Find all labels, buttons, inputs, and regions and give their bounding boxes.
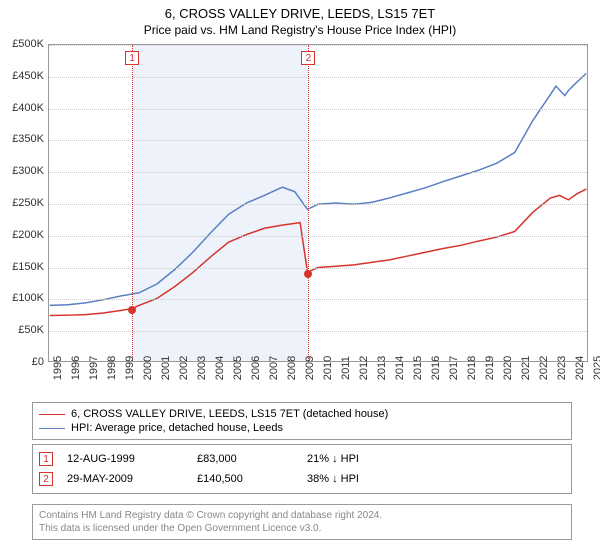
y-axis-label: £150K	[2, 261, 44, 273]
legend-swatch	[39, 414, 65, 415]
x-axis-label: 2018	[466, 356, 478, 380]
gridline	[49, 204, 587, 205]
legend-box: 6, CROSS VALLEY DRIVE, LEEDS, LS15 7ET (…	[32, 402, 572, 440]
x-axis-label: 2010	[322, 356, 334, 380]
sale-dot	[128, 306, 136, 314]
y-axis-label: £50K	[2, 324, 44, 336]
sale-date: 12-AUG-1999	[67, 453, 197, 465]
chart-title: 6, CROSS VALLEY DRIVE, LEEDS, LS15 7ET	[0, 0, 600, 23]
y-axis-label: £200K	[2, 229, 44, 241]
x-axis-label: 2015	[412, 356, 424, 380]
sales-table: 1 12-AUG-1999£83,00021% ↓ HPI 2 29-MAY-2009…	[32, 444, 572, 494]
y-axis-label: £100K	[2, 292, 44, 304]
gridline	[49, 236, 587, 237]
x-axis-label: 2005	[232, 356, 244, 380]
sale-marker-badge: 1	[125, 51, 139, 65]
x-axis-label: 2008	[286, 356, 298, 380]
page-root: 6, CROSS VALLEY DRIVE, LEEDS, LS15 7ET P…	[0, 0, 600, 560]
sale-row: 1 12-AUG-1999£83,00021% ↓ HPI	[39, 449, 565, 469]
legend-label: 6, CROSS VALLEY DRIVE, LEEDS, LS15 7ET (…	[71, 408, 388, 420]
gridline	[49, 172, 587, 173]
sale-row: 2 29-MAY-2009£140,50038% ↓ HPI	[39, 469, 565, 489]
gridline	[49, 299, 587, 300]
x-axis-label: 2002	[178, 356, 190, 380]
chart-subtitle: Price paid vs. HM Land Registry's House …	[0, 23, 600, 41]
x-axis-label: 2007	[268, 356, 280, 380]
legend-item: 6, CROSS VALLEY DRIVE, LEEDS, LS15 7ET (…	[39, 407, 565, 421]
x-axis-label: 2014	[394, 356, 406, 380]
x-axis-label: 2021	[520, 356, 532, 380]
series-line	[50, 189, 587, 315]
x-axis-label: 2000	[142, 356, 154, 380]
sale-diff: 21% ↓ HPI	[307, 453, 407, 465]
legend-item: HPI: Average price, detached house, Leed…	[39, 421, 565, 435]
sale-price: £140,500	[197, 473, 307, 485]
x-axis-label: 2019	[484, 356, 496, 380]
x-axis-label: 2024	[574, 356, 586, 380]
gridline	[49, 140, 587, 141]
y-axis-label: £500K	[2, 38, 44, 50]
gridline	[49, 45, 587, 46]
x-axis-label: 2013	[376, 356, 388, 380]
sale-marker-line	[308, 45, 309, 361]
x-axis-label: 1997	[88, 356, 100, 380]
y-axis-label: £350K	[2, 133, 44, 145]
footer-line-1: Contains HM Land Registry data © Crown c…	[39, 509, 565, 522]
x-axis-label: 2009	[304, 356, 316, 380]
x-axis-label: 1995	[52, 356, 64, 380]
gridline	[49, 77, 587, 78]
gridline	[49, 331, 587, 332]
sale-diff: 38% ↓ HPI	[307, 473, 407, 485]
x-axis-label: 2022	[538, 356, 550, 380]
x-axis-label: 2016	[430, 356, 442, 380]
gridline	[49, 268, 587, 269]
sale-marker-badge: 2	[301, 51, 315, 65]
x-axis-label: 1996	[70, 356, 82, 380]
x-axis-label: 2017	[448, 356, 460, 380]
x-axis-label: 2011	[340, 356, 352, 380]
y-axis-label: £300K	[2, 165, 44, 177]
x-axis-label: 2004	[214, 356, 226, 380]
x-axis-label: 1999	[124, 356, 136, 380]
sale-price: £83,000	[197, 453, 307, 465]
legend-label: HPI: Average price, detached house, Leed…	[71, 422, 283, 434]
gridline	[49, 109, 587, 110]
sale-row-marker: 1	[39, 452, 53, 466]
footer-box: Contains HM Land Registry data © Crown c…	[32, 504, 572, 540]
x-axis-label: 1998	[106, 356, 118, 380]
y-axis-label: £250K	[2, 197, 44, 209]
x-axis-label: 2025	[592, 356, 600, 380]
x-axis-label: 2001	[160, 356, 172, 380]
y-axis-label: £400K	[2, 102, 44, 114]
y-axis-label: £450K	[2, 70, 44, 82]
chart-plot-area: 12	[48, 44, 588, 362]
footer-line-2: This data is licensed under the Open Gov…	[39, 522, 565, 535]
x-axis-label: 2023	[556, 356, 568, 380]
legend-swatch	[39, 428, 65, 429]
x-axis-label: 2006	[250, 356, 262, 380]
x-axis-label: 2012	[358, 356, 370, 380]
x-axis-label: 2003	[196, 356, 208, 380]
sale-row-marker: 2	[39, 472, 53, 486]
y-axis-label: £0	[2, 356, 44, 368]
sale-dot	[304, 270, 312, 278]
x-axis-label: 2020	[502, 356, 514, 380]
sale-date: 29-MAY-2009	[67, 473, 197, 485]
